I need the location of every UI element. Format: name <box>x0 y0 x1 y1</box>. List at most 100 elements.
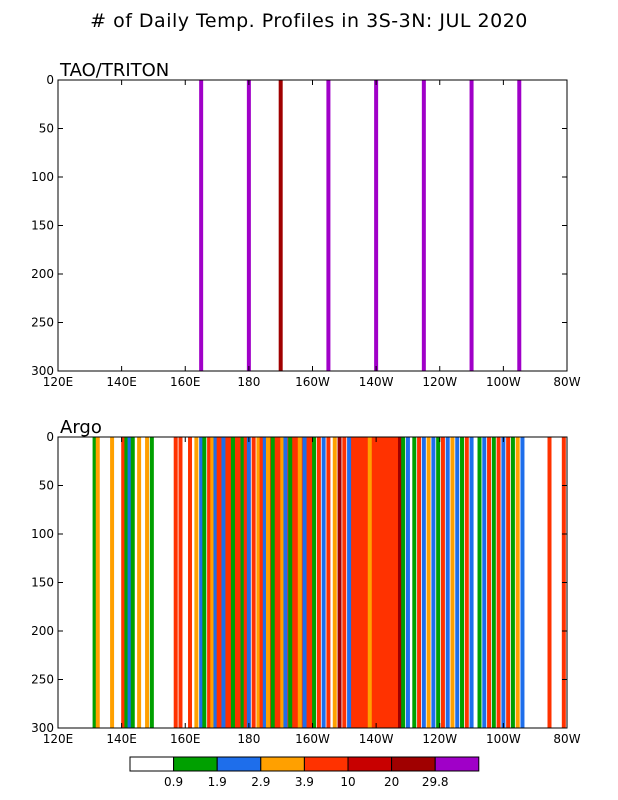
data-bar <box>501 437 506 728</box>
data-bar <box>477 437 482 728</box>
colorbar-label: 20 <box>384 775 399 789</box>
data-bar <box>375 437 380 728</box>
data-bar <box>275 437 280 728</box>
y-tick-label: 200 <box>31 267 54 281</box>
data-bar <box>506 437 511 728</box>
data-bar <box>401 437 406 728</box>
data-bar <box>270 437 275 728</box>
data-bar <box>431 437 436 728</box>
data-bar <box>178 437 183 728</box>
panel-argo: 120E 140E 160E 180 160W 140W 120W 100W 80W 0 50 100… <box>31 417 581 746</box>
y-tick-label: 100 <box>31 527 54 541</box>
data-bar <box>251 437 256 728</box>
data-bar <box>312 437 317 728</box>
data-bar <box>226 437 231 728</box>
y-tick-label: 150 <box>31 576 54 590</box>
data-bar <box>367 437 372 728</box>
data-bar <box>469 437 474 728</box>
data-bar <box>464 437 469 728</box>
data-bar <box>265 437 270 728</box>
y-tick-label: 300 <box>31 721 54 735</box>
x-tick-label: 160E <box>170 732 201 746</box>
y-tick-label: 150 <box>31 219 54 233</box>
data-bar <box>278 80 283 371</box>
x-tick-label: 160E <box>170 375 201 389</box>
x-tick-label: 140E <box>106 732 137 746</box>
data-bar <box>491 437 496 728</box>
data-bar <box>321 437 326 728</box>
data-bar <box>130 437 135 728</box>
data-bar <box>121 437 126 728</box>
data-bar <box>316 437 321 728</box>
data-bar <box>127 437 132 728</box>
data-bar <box>297 437 302 728</box>
data-bar <box>421 80 426 371</box>
data-bar <box>397 437 402 728</box>
data-bar <box>95 437 100 728</box>
data-bar <box>391 437 396 728</box>
colorbar-swatch <box>303 756 349 772</box>
data-bar <box>421 437 426 728</box>
colorbar-label: 0.9 <box>164 775 183 789</box>
data-bar <box>149 437 154 728</box>
y-tick-label: 200 <box>31 624 54 638</box>
colorbar-swatch <box>434 756 480 772</box>
colorbar-label: 3.9 <box>295 775 314 789</box>
y-tick-label: 300 <box>31 364 54 378</box>
x-tick-label: 120E <box>43 732 74 746</box>
colorbar-swatch <box>391 756 436 772</box>
data-bar <box>262 437 267 728</box>
colorbar: 0.9 1.9 2.9 3.9 10 20 29.8 <box>129 756 480 789</box>
data-bar <box>259 437 264 728</box>
data-bar <box>210 437 215 728</box>
x-tick-label: 120E <box>43 375 74 389</box>
x-tick-label: 100W <box>486 375 521 389</box>
data-bar <box>240 437 245 728</box>
data-bar <box>283 437 288 728</box>
data-bar <box>213 437 218 728</box>
colorbar-swatch <box>129 756 175 772</box>
y-tick-label: 250 <box>31 316 54 330</box>
x-tick-label: 120W <box>422 375 457 389</box>
panel-label: Argo <box>60 417 102 438</box>
data-bar <box>332 437 337 728</box>
data-bar <box>124 437 129 728</box>
data-bar <box>221 437 226 728</box>
data-bar <box>235 437 240 728</box>
data-bar <box>216 437 221 728</box>
data-bar <box>188 437 193 728</box>
chart-title: # of Daily Temp. Profiles in 3S-3N: JUL … <box>90 10 528 32</box>
data-bar <box>510 437 515 728</box>
data-bar <box>302 437 307 728</box>
data-bar <box>405 437 410 728</box>
data-bar <box>450 437 455 728</box>
y-tick-label: 50 <box>39 479 54 493</box>
data-bar <box>92 437 97 728</box>
y-tick-label: 250 <box>31 673 54 687</box>
x-tick-label: 180 <box>237 375 260 389</box>
panel-label: TAO/TRITON <box>59 60 169 81</box>
colorbar-label: 2.9 <box>251 775 270 789</box>
x-tick-label: 160W <box>295 732 330 746</box>
data-bar <box>496 437 501 728</box>
data-bar <box>460 437 465 728</box>
data-bar <box>194 437 199 728</box>
plot-frame <box>57 79 568 372</box>
data-bar <box>137 437 142 728</box>
data-bar <box>455 437 460 728</box>
data-bar <box>517 80 522 371</box>
data-bar <box>351 437 356 728</box>
data-bar <box>487 437 492 728</box>
data-bar <box>412 437 417 728</box>
panel-tao-triton: 120E 140E 160E 180 160W 140W 120W 100W 80W 0 50 100… <box>31 60 581 389</box>
colorbar-label: 10 <box>340 775 355 789</box>
data-bar <box>145 437 150 728</box>
data-bar <box>307 437 312 728</box>
data-bar <box>417 437 422 728</box>
data-bar <box>199 437 204 728</box>
colorbar-swatch <box>347 756 393 772</box>
data-bar <box>246 80 251 371</box>
data-bar <box>426 437 431 728</box>
data-bar <box>173 437 178 728</box>
x-tick-label: 180 <box>237 732 260 746</box>
